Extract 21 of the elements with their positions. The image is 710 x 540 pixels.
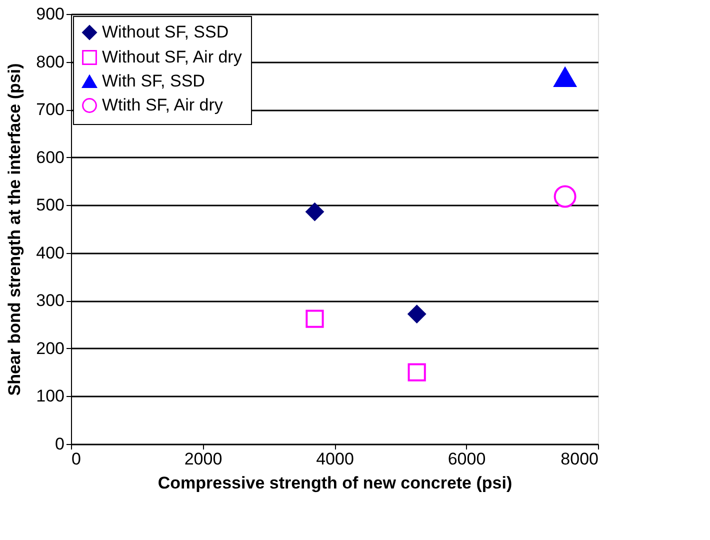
y-tick-label: 300 bbox=[36, 291, 64, 310]
x-tick-label: 0 bbox=[72, 450, 81, 468]
x-axis-title: Compressive strength of new concrete (psi) bbox=[158, 474, 512, 492]
y-tick-label: 800 bbox=[36, 52, 64, 72]
y-tick-label: 500 bbox=[36, 196, 64, 215]
x-tick-label: 6000 bbox=[448, 450, 486, 468]
legend-label: With SF, SSD bbox=[102, 72, 205, 90]
legend-label: Without SF, SSD bbox=[102, 22, 229, 42]
x-tick-label: 8000 bbox=[560, 450, 598, 468]
y-tick-label: 200 bbox=[36, 338, 64, 358]
y-tick-label: 700 bbox=[36, 100, 64, 120]
legend-label: Without SF, Air dry bbox=[102, 48, 242, 66]
y-tick-label: 400 bbox=[36, 243, 64, 262]
y-tick-label: 0 bbox=[55, 434, 64, 454]
y-tick-label: 600 bbox=[36, 148, 64, 167]
y-tick-label: 100 bbox=[36, 386, 64, 406]
x-tick-label: 4000 bbox=[316, 450, 354, 468]
x-tick-label: 2000 bbox=[184, 450, 222, 468]
y-tick-label: 900 bbox=[36, 4, 64, 24]
y-axis-title: Shear bond strength at the interface (psi) bbox=[5, 63, 24, 396]
legend-label: Wtith SF, Air dry bbox=[102, 96, 224, 114]
